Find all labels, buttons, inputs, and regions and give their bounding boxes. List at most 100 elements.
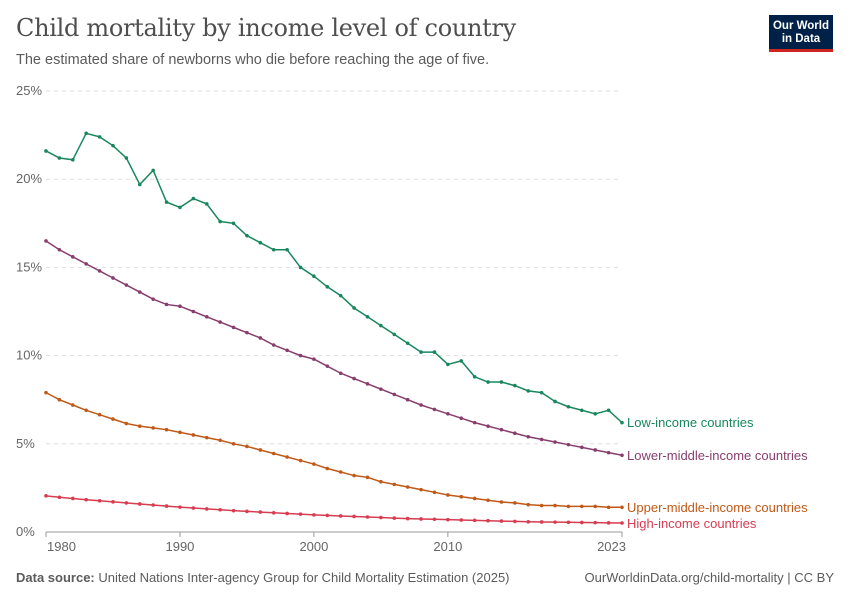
data-point [231,325,236,330]
series-label: Low-income countries [627,415,754,430]
data-point [312,513,316,517]
chart-subtitle: The estimated share of newborns who die … [16,52,490,68]
data-point [405,516,410,521]
data-point [325,364,330,368]
data-point [405,397,410,402]
owid-logo[interactable]: Our World in Data [769,15,833,52]
url-license[interactable]: OurWorldinData.org/child-mortality | CC … [584,570,835,585]
data-point [446,517,450,522]
data-point [285,511,289,516]
source-text[interactable]: United Nations Inter-agency Group for Ch… [98,570,510,585]
data-point [325,466,330,471]
data-point [298,353,303,358]
data-point [178,430,182,435]
data-point [446,362,450,367]
data-point [472,420,477,425]
data-point [338,470,343,474]
data-point [379,323,383,328]
data-point [352,306,356,310]
data-point [620,420,624,425]
line-chart: 0% 5% 10% 15% 20% 25% 1980 1990 2000 2010 2023 Low-… [16,83,808,554]
data-point [513,383,517,388]
data-point [365,515,370,519]
data-point [459,494,464,499]
data-point [513,501,517,505]
data-point [513,519,517,524]
data-point [191,433,196,437]
data-point [204,314,209,319]
data-point [553,440,557,444]
data-point [298,458,303,463]
series-line-0 [45,132,623,424]
data-point [231,221,236,226]
data-point [70,496,75,501]
y-tick-label: 0% [16,524,35,539]
data-point [338,293,343,298]
data-point [405,485,410,489]
data-point [419,350,423,354]
data-point [271,247,276,252]
data-point [178,505,182,509]
data-point [44,149,48,153]
data-point [352,514,356,519]
data-point [84,497,88,502]
data-point [566,404,571,409]
series-line-1 [45,240,623,457]
data-point [137,290,142,294]
data-point [325,513,330,518]
data-point [338,514,343,518]
data-point [539,437,544,442]
data-point [70,403,75,407]
data-point [151,426,155,430]
y-tick-label: 25% [16,83,42,98]
data-point [526,519,531,524]
data-point [57,156,62,160]
data-point [271,343,276,347]
data-point [44,390,48,395]
data-point [566,520,571,525]
data-point [352,376,356,381]
data-point [620,453,624,458]
data-point [204,202,209,206]
data-point [419,487,423,492]
series-line-3 [45,495,623,524]
data-point [432,517,437,522]
data-point [231,442,236,446]
data-point [258,336,263,340]
data-point [191,309,196,314]
data-point [459,518,464,522]
data-point [84,408,88,413]
data-point [271,451,276,456]
data-point [486,518,490,523]
data-point [178,205,182,210]
x-tick-label: 2000 [299,539,328,554]
data-point [271,510,276,515]
data-point [124,283,129,287]
data-point [218,219,222,224]
data-point [486,498,490,503]
x-tick-label: 2010 [433,539,462,554]
data-point [432,350,437,354]
data-point [419,517,423,521]
y-tick-label: 15% [16,259,42,274]
data-point [432,407,437,412]
x-tick-label: 1980 [47,539,76,554]
data-point [151,297,155,301]
data-point [111,143,115,148]
series-label: High-income countries [627,516,757,531]
data-point [124,501,129,505]
data-point [258,448,263,452]
data-point [285,455,289,459]
data-point [245,330,249,335]
data-point [499,519,504,523]
data-point [526,389,531,393]
data-point [539,503,544,508]
data-point [97,135,102,139]
data-point [620,505,624,510]
data-point [285,348,289,353]
data-point [593,448,598,452]
data-point [446,412,450,416]
data-point [620,521,624,525]
data-point [379,515,383,520]
data-point [84,262,88,266]
